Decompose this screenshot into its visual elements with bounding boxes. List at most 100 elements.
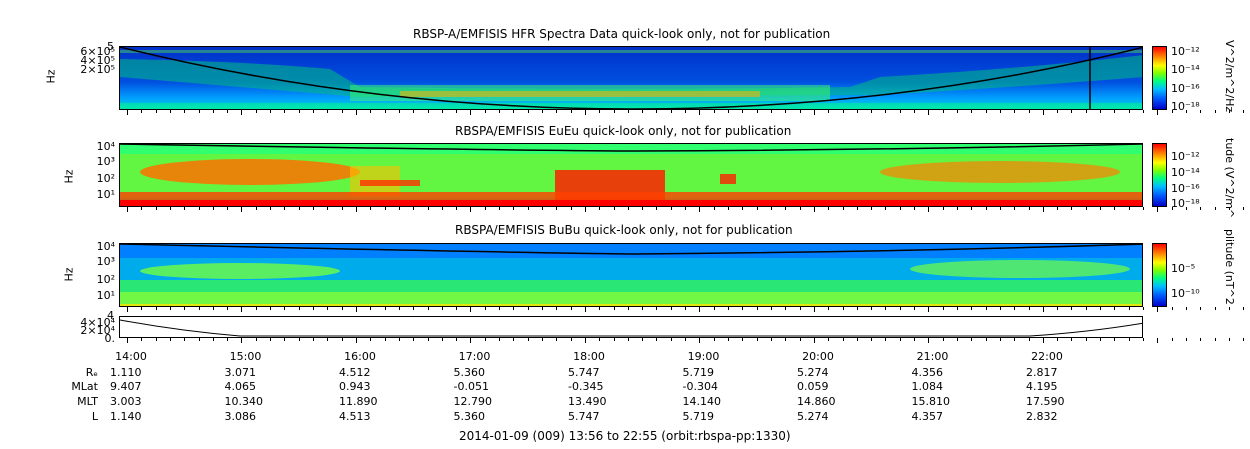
x-tick-mark: [284, 207, 286, 210]
time-range-footer: 2014-01-09 (009) 13:56 to 22:55 (orbit:r…: [459, 429, 791, 443]
p3-colorbar-label: plitude (nT^2: [1223, 229, 1236, 305]
ephemeris-value: -0.051: [453, 380, 489, 393]
x-tick-mark: [570, 207, 572, 210]
x-tick-mark: [899, 307, 901, 310]
p3-ctick-0: 10⁻⁵: [1171, 262, 1196, 275]
x-tick-mark: [1200, 338, 1202, 341]
x-tick-mark: [999, 307, 1001, 310]
p1-ctick-2: 10⁻¹⁶: [1171, 82, 1200, 95]
x-tick-mark: [785, 207, 787, 210]
x-tick-mark: [570, 110, 572, 113]
x-tick-mark: [1057, 307, 1059, 310]
x-tick-mark: [856, 338, 858, 341]
ephemeris-value: 4.513: [339, 410, 371, 423]
x-tick-mark: [799, 338, 801, 341]
x-tick-mark: [327, 110, 329, 113]
x-tick-mark: [1071, 338, 1073, 341]
x-tick-mark: [1014, 110, 1016, 113]
ephemeris-value: 0.059: [797, 380, 829, 393]
p4-ytick-1: 2×10⁴: [80, 324, 115, 337]
x-tick-mark: [885, 338, 887, 341]
ephemeris-value: 13.490: [568, 395, 607, 408]
x-tick-mark: [813, 207, 815, 212]
p4-ytick-0: 4×10⁴: [80, 316, 115, 329]
x-tick-mark: [1085, 307, 1087, 310]
x-tick-mark: [799, 307, 801, 310]
ephemeris-value: 14.860: [797, 395, 836, 408]
x-tick-mark: [398, 307, 400, 310]
x-tick-mark: [713, 338, 715, 341]
ephemeris-value: 1.110: [110, 366, 142, 379]
x-tick-mark: [756, 207, 758, 210]
p1-ytick-1: 4×10⁵: [80, 54, 115, 67]
p1-ytick-0: 6×10⁵: [80, 45, 115, 58]
ephemeris-value: 5.719: [682, 366, 715, 379]
x-tick-mark: [241, 207, 243, 212]
x-tick-mark: [1114, 338, 1116, 341]
x-tick-mark: [770, 307, 772, 310]
x-tick-mark: [928, 307, 930, 312]
x-tick-mark: [1100, 307, 1102, 310]
x-tick-mark: [141, 110, 143, 113]
p1-ytick-top: 5: [107, 40, 114, 53]
x-tick-mark: [1071, 207, 1073, 210]
x-tick-mark: [198, 338, 200, 341]
p2-ytick-1: 10³: [96, 155, 115, 168]
x-tick-mark: [212, 207, 214, 210]
x-tick-mark: [127, 338, 128, 343]
x-tick-mark: [613, 307, 615, 310]
p2-ctick-3: 10⁻¹⁸: [1171, 197, 1200, 210]
x-tick-mark: [1200, 207, 1202, 210]
x-tick-mark: [1185, 110, 1187, 113]
x-tick-mark: [398, 110, 400, 113]
x-tick-mark: [212, 110, 214, 113]
x-tick-mark: [370, 110, 372, 113]
x-tick-mark: [599, 307, 601, 310]
x-tick-mark: [384, 110, 386, 113]
x-tick-mark: [270, 110, 272, 113]
x-tick-mark: [541, 110, 543, 113]
x-tick-mark: [499, 338, 501, 341]
x-tick-mark: [556, 110, 558, 113]
x-tick-mark: [270, 338, 272, 341]
x-tick-mark: [971, 338, 973, 341]
x-tick-mark: [971, 207, 973, 210]
x-tick-mark: [270, 207, 272, 210]
x-tick-mark: [670, 338, 672, 341]
p3-ytick-2: 10²: [96, 273, 115, 286]
x-tick-mark: [999, 207, 1001, 210]
x-tick-mark: [1214, 110, 1216, 113]
ephemeris-value: 11.890: [339, 395, 378, 408]
x-tick-mark: [484, 338, 486, 341]
x-tick-mark: [284, 110, 286, 113]
x-tick-mark: [1200, 110, 1202, 113]
x-tick-label: 18:00: [573, 350, 605, 363]
x-tick-mark: [355, 110, 357, 115]
x-tick-mark: [370, 207, 372, 210]
x-tick-mark: [1157, 338, 1159, 343]
x-tick-label: 20:00: [802, 350, 834, 363]
hfr-spectrogram: [119, 46, 1143, 110]
x-tick-mark: [756, 338, 758, 341]
x-tick-mark: [728, 307, 730, 310]
x-tick-mark: [441, 338, 443, 341]
ephemeris-value: 0.943: [339, 380, 371, 393]
ephemeris-value: 3.003: [110, 395, 142, 408]
x-tick-mark: [642, 307, 644, 310]
x-tick-mark: [470, 307, 472, 312]
x-tick-mark: [842, 338, 844, 341]
x-tick-mark: [856, 110, 858, 113]
x-tick-mark: [1014, 207, 1016, 210]
x-tick-mark: [856, 307, 858, 310]
x-tick-mark: [1157, 307, 1159, 312]
p1-colorbar-label: V^2/m^2/Hz: [1223, 40, 1236, 113]
x-tick-mark: [799, 110, 801, 113]
x-tick-mark: [713, 207, 715, 210]
x-tick-mark: [255, 110, 257, 113]
p1-ctick-1: 10⁻¹⁴: [1171, 63, 1200, 76]
x-tick-mark: [842, 110, 844, 113]
x-tick-mark: [828, 338, 830, 341]
x-tick-mark: [499, 307, 501, 310]
x-tick-mark: [942, 207, 944, 210]
x-tick-mark: [770, 207, 772, 210]
